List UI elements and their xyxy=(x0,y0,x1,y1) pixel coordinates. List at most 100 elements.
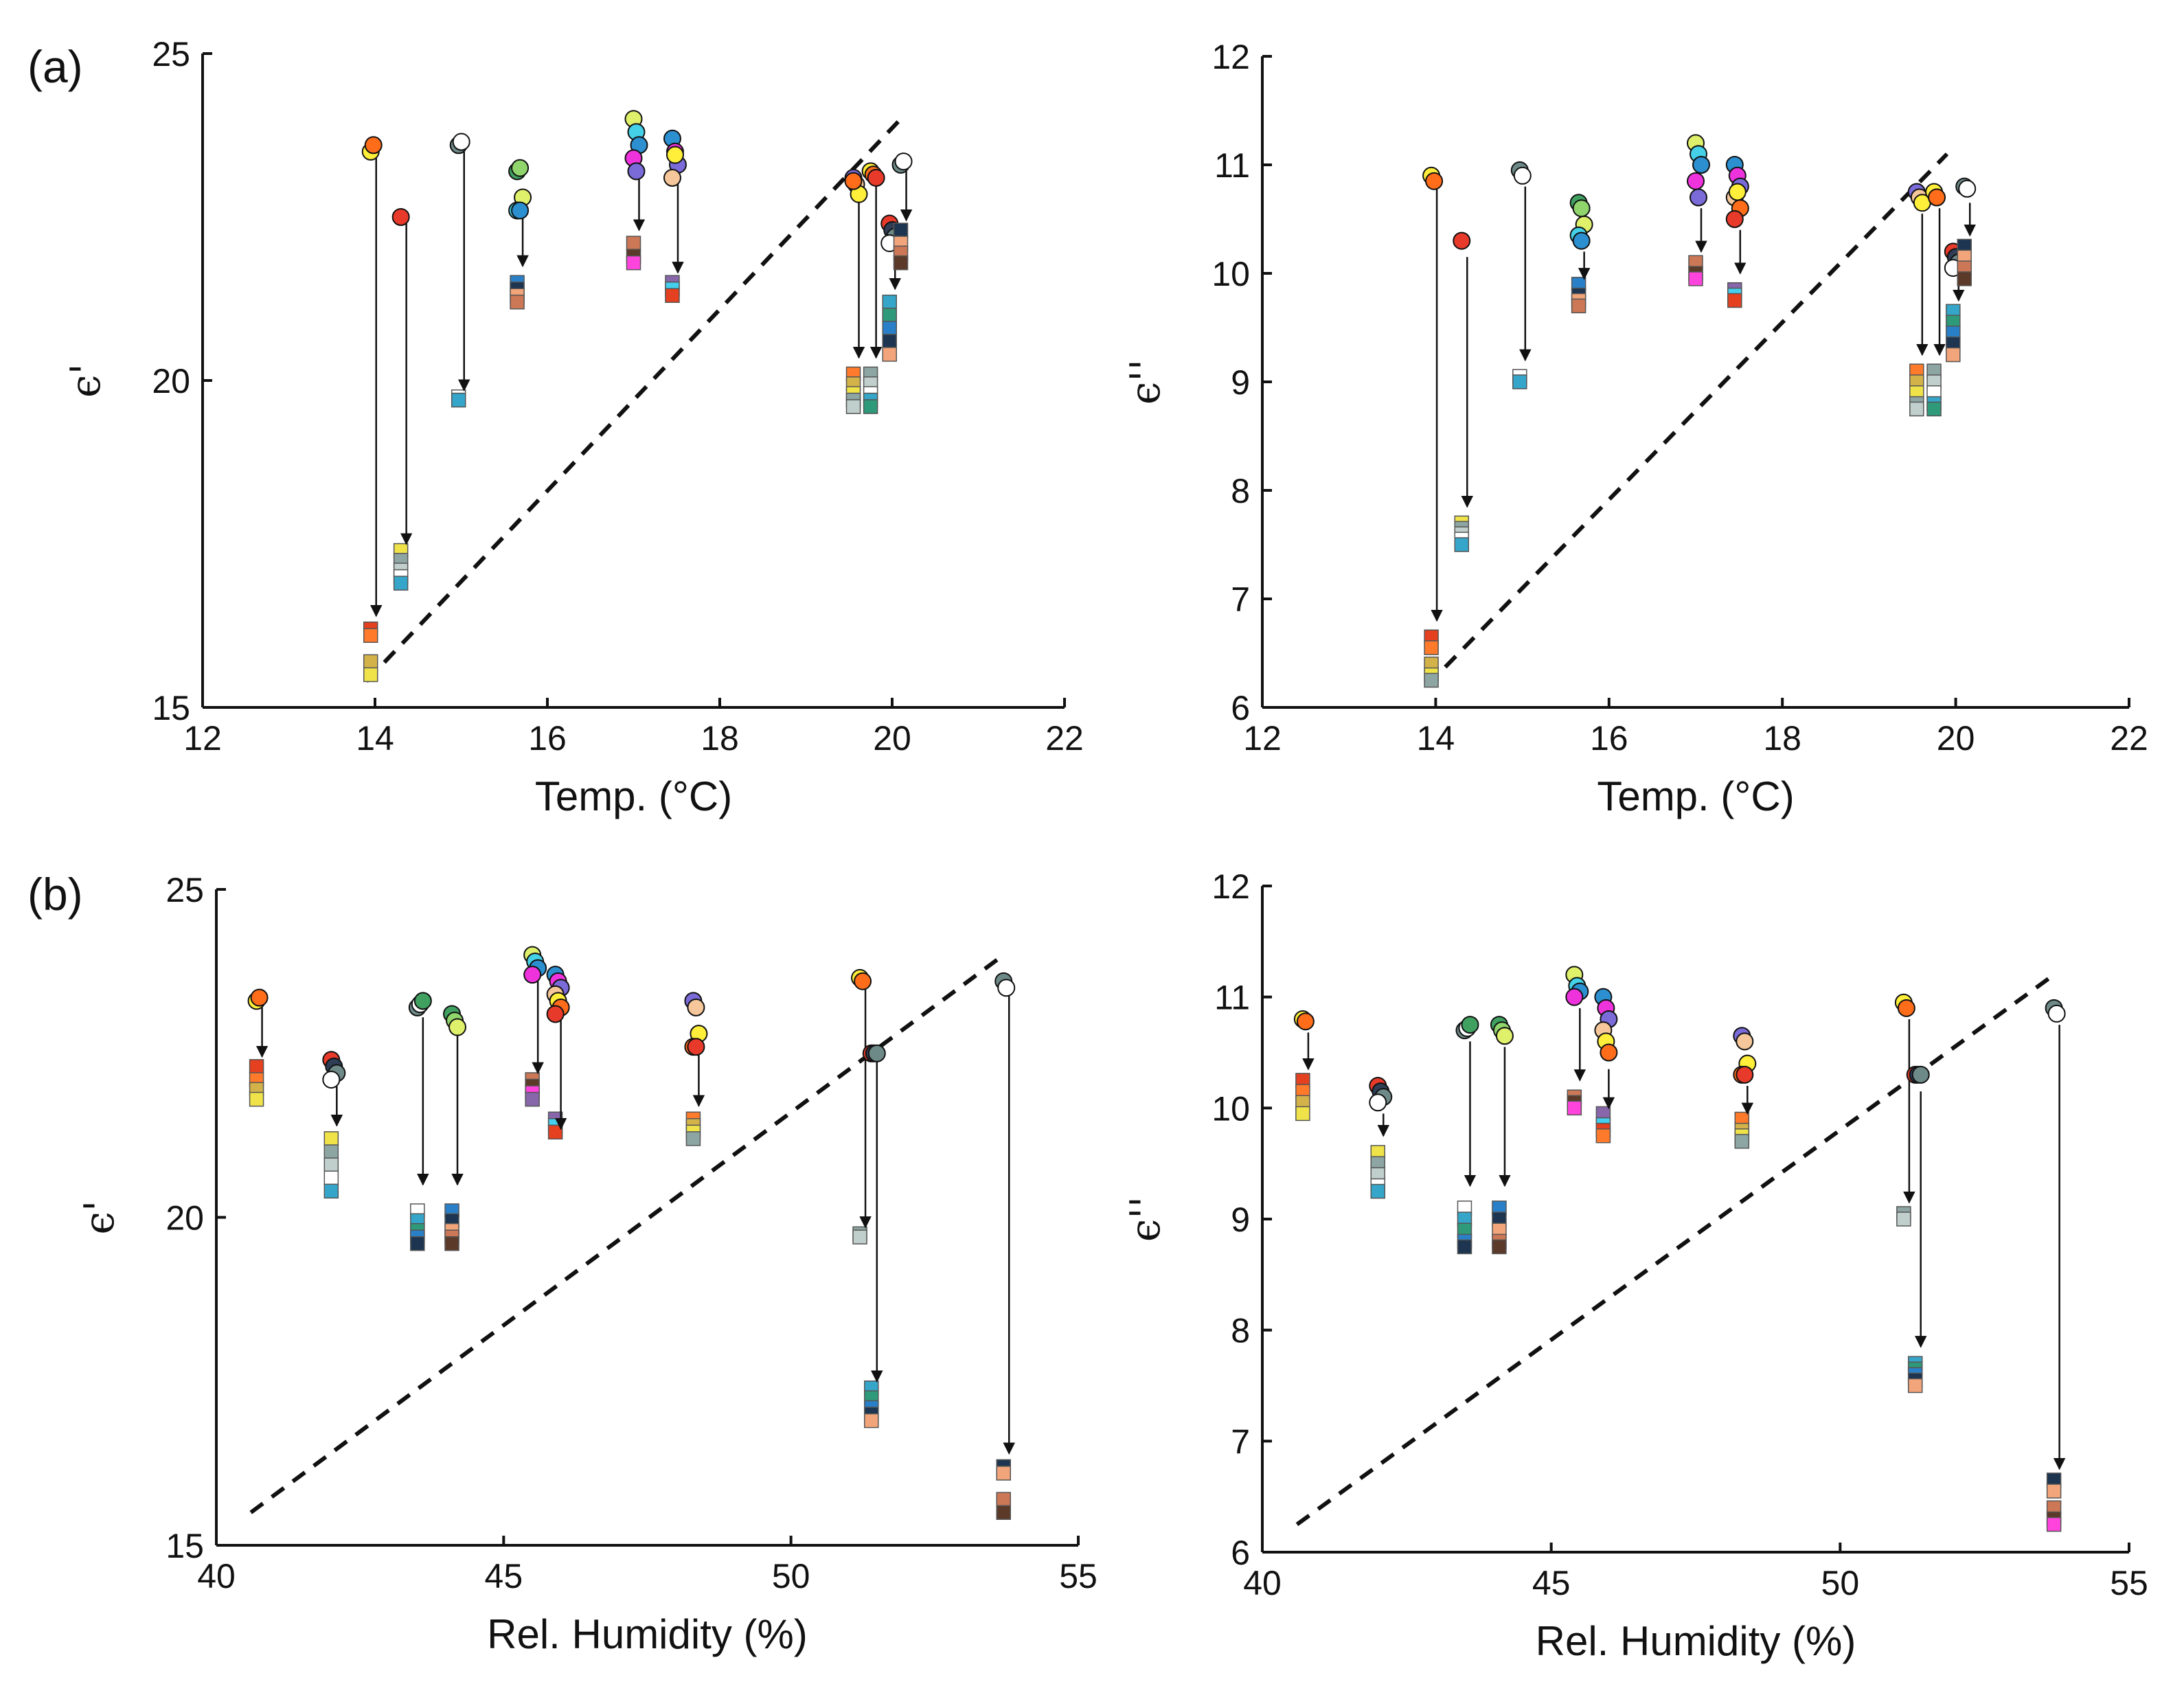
circle-point xyxy=(452,133,470,151)
x-tick-label: 45 xyxy=(485,1557,523,1595)
x-tick-label: 50 xyxy=(772,1557,810,1595)
square-point xyxy=(685,1131,701,1146)
data-group xyxy=(1565,966,1589,1116)
circle-point xyxy=(391,208,410,226)
y-tick-label: 7 xyxy=(1231,1422,1250,1461)
circle-point xyxy=(627,162,646,181)
x-axis-title: Rel. Humidity (%) xyxy=(1536,1618,1856,1664)
x-axis-title: Temp. (°C) xyxy=(1597,773,1794,819)
data-group xyxy=(1369,1077,1393,1199)
square-point xyxy=(665,288,680,303)
data-group xyxy=(1687,134,1710,286)
circle-point xyxy=(1296,1012,1315,1031)
y-tick-label: 9 xyxy=(1231,1201,1250,1239)
x-tick-label: 55 xyxy=(1059,1557,1097,1595)
square-point xyxy=(323,1170,339,1185)
circle-point xyxy=(1928,188,1946,207)
circle-point xyxy=(1565,988,1584,1006)
data-group xyxy=(361,136,383,683)
square-point xyxy=(863,399,878,414)
circle-point xyxy=(867,1044,886,1062)
square-point xyxy=(451,392,466,408)
square-point xyxy=(525,1091,540,1107)
square-point xyxy=(323,1144,339,1159)
y-axis-title: ϵ' xyxy=(62,363,110,398)
data-group xyxy=(1906,1065,1930,1394)
circle-point xyxy=(1572,231,1591,250)
x-tick-label: 12 xyxy=(183,719,222,758)
square-point xyxy=(852,1229,867,1244)
x-tick-label: 16 xyxy=(528,719,567,758)
x-axis-title: Temp. (°C) xyxy=(535,773,732,819)
circle-point xyxy=(1911,1065,1930,1084)
y-tick-label: 7 xyxy=(1231,580,1250,619)
data-group xyxy=(880,214,905,362)
data-group xyxy=(408,992,432,1251)
square-point xyxy=(1909,401,1924,417)
y-tick-label: 9 xyxy=(1231,363,1250,402)
square-point xyxy=(1957,271,1972,286)
data-group xyxy=(862,1044,886,1429)
square-point xyxy=(882,308,897,323)
circle-point xyxy=(1572,199,1591,218)
circle-point xyxy=(250,988,269,1007)
x-tick-label: 20 xyxy=(873,719,911,758)
y-tick-label: 6 xyxy=(1231,689,1250,727)
data-group xyxy=(1453,231,1474,552)
data-group xyxy=(2045,999,2066,1532)
chart-root: 12 14 16 18 20 22 15 20 25 Temp. (°C) ϵ' 12 14 16 18 20… xyxy=(62,35,2148,1664)
square-point xyxy=(323,1157,339,1172)
reference-dashed-line xyxy=(365,117,902,683)
square-point xyxy=(996,1492,1011,1507)
circle-point xyxy=(1425,172,1444,190)
y-tick-label: 8 xyxy=(1231,472,1250,510)
data-group xyxy=(1490,1016,1514,1255)
square-point xyxy=(1295,1106,1310,1122)
data-group xyxy=(684,992,708,1146)
circle-point xyxy=(1690,188,1707,207)
square-point xyxy=(1926,401,1942,417)
data-group xyxy=(851,968,872,1244)
circle-point xyxy=(854,972,872,990)
circle-point xyxy=(666,146,684,164)
data-group xyxy=(891,152,913,271)
data-group xyxy=(1569,194,1593,314)
circle-point xyxy=(687,998,705,1016)
circle-point xyxy=(894,152,913,171)
circle-point xyxy=(1461,1016,1479,1034)
square-point xyxy=(2046,1516,2062,1532)
x-tick-label: 45 xyxy=(1532,1564,1571,1602)
square-point xyxy=(1512,374,1527,389)
square-point xyxy=(626,255,641,271)
circle-point xyxy=(2047,1004,2066,1023)
panel-label-a: (a) xyxy=(27,41,83,92)
circle-point xyxy=(1453,231,1471,250)
circle-point xyxy=(523,966,542,984)
y-tick-label: 15 xyxy=(152,689,190,727)
circle-point xyxy=(1687,172,1705,190)
y-tick-label: 15 xyxy=(166,1527,204,1565)
square-point xyxy=(444,1236,459,1251)
reference-dashed-line xyxy=(249,953,1005,1514)
circle-point xyxy=(1600,1043,1618,1062)
y-tick-label: 20 xyxy=(152,362,190,400)
data-group xyxy=(449,133,470,408)
circle-point xyxy=(1725,210,1744,228)
square-point xyxy=(996,1466,1011,1481)
square-point xyxy=(1734,1134,1750,1149)
y-tick-label: 6 xyxy=(1231,1534,1250,1572)
square-point xyxy=(1454,537,1470,552)
y-tick-label: 20 xyxy=(166,1199,204,1238)
square-point xyxy=(1946,347,1961,363)
y-tick-label: 11 xyxy=(1214,146,1250,185)
square-point xyxy=(363,628,378,644)
data-group xyxy=(663,129,687,303)
data-group xyxy=(1510,161,1532,389)
y-tick-label: 12 xyxy=(1212,38,1250,76)
reference-dashed-line xyxy=(1425,152,1949,687)
square-point xyxy=(363,654,378,670)
square-point xyxy=(249,1091,264,1107)
circle-point xyxy=(1958,179,1977,198)
chart-b-right: 40 45 50 55 6 7 8 9 10 11 12 Rel. Humidity (%) ϵ'' xyxy=(1122,867,2148,1664)
